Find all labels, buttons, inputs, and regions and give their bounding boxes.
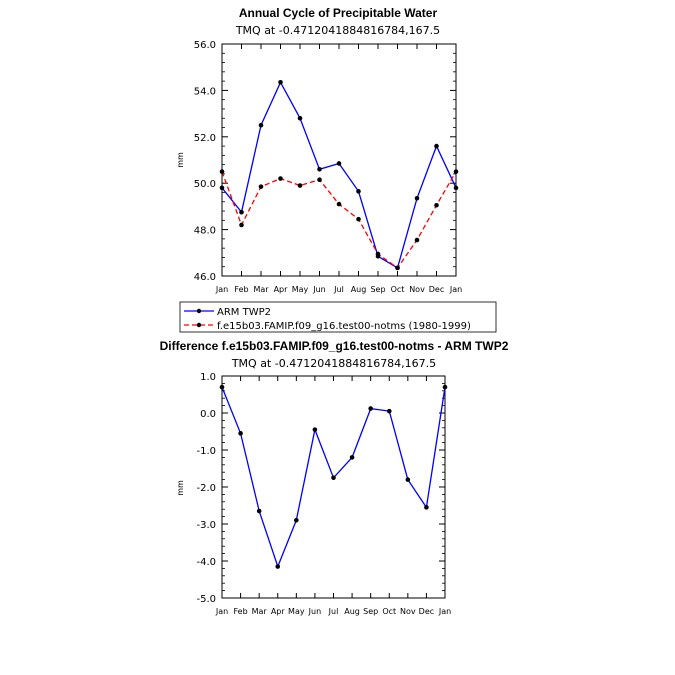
data-point (453, 185, 459, 191)
y-tick-label: 56.0 (194, 40, 216, 51)
y-tick-label: 50.0 (194, 179, 216, 190)
y-tick-label: 54.0 (194, 86, 216, 97)
plot-frame (221, 375, 446, 599)
y-tick-label: -3.0 (196, 520, 216, 531)
y-tick-label: -2.0 (196, 483, 216, 494)
data-point (317, 166, 322, 172)
x-tick-label: Jun (312, 285, 326, 294)
data-point (336, 161, 342, 166)
data-point (297, 115, 303, 121)
y-tick-label: 46.0 (194, 272, 216, 283)
data-point (414, 195, 420, 201)
x-tick-label: Mar (253, 285, 269, 294)
y-tick-label: -4.0 (196, 557, 216, 568)
y-axis-label: mm (176, 152, 185, 168)
y-tick-label: -5.0 (196, 594, 216, 605)
data-point (239, 222, 244, 228)
x-tick-label: Mar (252, 607, 268, 616)
data-point (238, 431, 243, 436)
data-point (395, 265, 400, 271)
x-tick-label: Apr (274, 285, 289, 294)
x-tick-label: Jan (438, 607, 451, 616)
x-tick-label: Aug (351, 285, 367, 294)
data-point (331, 475, 336, 481)
x-tick-label: Apr (271, 607, 286, 616)
x-tick-label: Dec (419, 607, 434, 616)
data-point (219, 185, 225, 191)
y-tick-label: 0.0 (200, 409, 216, 420)
annual-cycle-chart: Annual Cycle of Precipitable Water TMQ a… (176, 6, 462, 294)
x-tick-label: Oct (391, 285, 405, 294)
data-point (405, 477, 411, 482)
chart-title: Difference f.e15b03.FAMIP.f09_g16.test00… (160, 339, 509, 353)
x-tick-label: Oct (382, 607, 396, 616)
x-tick-label: Nov (400, 607, 416, 616)
data-point (386, 408, 392, 414)
x-tick-label: Feb (234, 285, 248, 294)
y-tick-label: 48.0 (194, 226, 216, 237)
chart-title: Annual Cycle of Precipitable Water (239, 6, 438, 20)
x-tick-label: Dec (429, 285, 444, 294)
legend-box (179, 301, 497, 333)
data-point (294, 518, 299, 523)
data-point (356, 189, 361, 194)
data-point (434, 143, 439, 149)
legend-label-arm: ARM TWP2 (217, 307, 271, 318)
x-tick-label: May (288, 607, 305, 616)
data-point (256, 508, 262, 514)
x-tick-label: May (292, 285, 309, 294)
data-point (375, 251, 381, 257)
data-point (239, 209, 244, 215)
x-tick-label: Jan (215, 285, 228, 294)
x-tick-label: Jul (333, 285, 344, 294)
y-tick-label: -1.0 (196, 446, 216, 457)
chart-subtitle: TMQ at -0.4712041884816784,167.5 (231, 357, 436, 370)
x-tick-label: Jan (215, 607, 228, 616)
legend: ARM TWP2 f.e15b03.FAMIP.f09_g16.test00-n… (179, 301, 497, 333)
data-point (312, 427, 318, 432)
data-point (278, 176, 283, 181)
data-point (414, 237, 420, 243)
legend-label-model: f.e15b03.FAMIP.f09_g16.test00-notms (198… (217, 321, 471, 332)
x-tick-label: Sep (370, 285, 385, 294)
data-point (275, 564, 281, 569)
data-point (336, 201, 342, 207)
y-tick-label: 52.0 (194, 133, 216, 144)
data-point (434, 202, 439, 208)
legend-marker-model (196, 322, 202, 328)
data-point (368, 406, 373, 411)
data-point (297, 183, 303, 188)
data-point (349, 455, 355, 460)
series-line-0 (221, 80, 457, 269)
plot-frame (221, 43, 457, 277)
data-point (258, 184, 264, 189)
data-point (317, 177, 322, 183)
x-tick-label: Jan (449, 285, 462, 294)
data-point (453, 169, 459, 174)
data-point (424, 505, 429, 510)
x-tick-label: Jul (328, 607, 339, 616)
x-tick-label: Sep (363, 607, 378, 616)
data-point (356, 216, 361, 222)
x-tick-label: Jun (308, 607, 322, 616)
data-point (219, 169, 225, 174)
difference-chart: Difference f.e15b03.FAMIP.f09_g16.test00… (160, 339, 509, 616)
data-point (278, 79, 283, 85)
y-tick-label: 1.0 (200, 372, 216, 383)
legend-marker-arm (196, 308, 202, 314)
data-point (258, 122, 264, 128)
y-axis-label: mm (176, 480, 185, 496)
x-tick-label: Feb (233, 607, 247, 616)
x-tick-label: Nov (409, 285, 425, 294)
x-tick-label: Aug (344, 607, 360, 616)
data-point (219, 384, 225, 390)
chart-subtitle: TMQ at -0.4712041884816784,167.5 (235, 24, 440, 37)
data-point (442, 384, 448, 390)
